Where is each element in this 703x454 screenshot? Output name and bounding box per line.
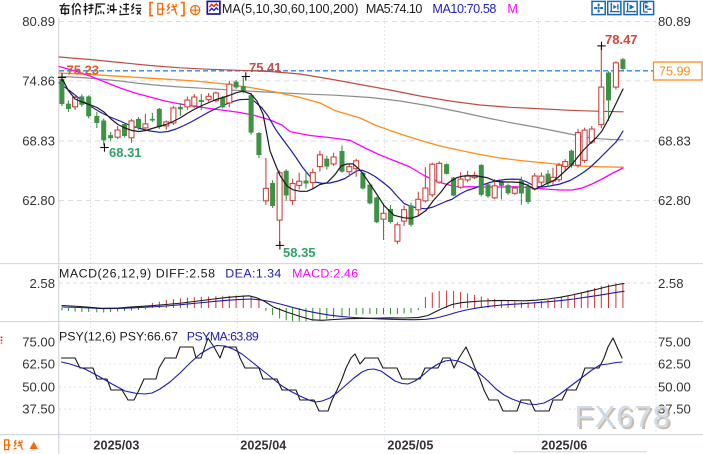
svg-text:MA5:74.10: MA5:74.10 (366, 2, 423, 16)
svg-text:62.50: 62.50 (22, 356, 55, 371)
svg-text:68.83: 68.83 (658, 133, 691, 148)
svg-text:62.80: 62.80 (658, 193, 691, 208)
svg-text:37.50: 37.50 (658, 402, 691, 417)
svg-text:50.00: 50.00 (22, 380, 55, 395)
svg-text:37.50: 37.50 (22, 402, 55, 417)
svg-text:80.89: 80.89 (22, 14, 55, 29)
svg-text:75.00: 75.00 (22, 334, 55, 349)
svg-text:FX678: FX678 (575, 399, 675, 434)
svg-text:2025/04: 2025/04 (240, 439, 286, 453)
svg-text:68.31: 68.31 (109, 145, 142, 160)
svg-text:PSYMA:63.89: PSYMA:63.89 (187, 330, 259, 344)
svg-text:M: M (507, 2, 518, 16)
svg-text:62.50: 62.50 (658, 356, 691, 371)
svg-text:2025/06: 2025/06 (541, 439, 587, 453)
svg-text:DEA:1.34: DEA:1.34 (225, 267, 281, 281)
svg-text:75.00: 75.00 (658, 334, 691, 349)
svg-text:MA10:70.58: MA10:70.58 (432, 2, 496, 16)
svg-text:58.35: 58.35 (283, 245, 316, 260)
svg-text:62.80: 62.80 (22, 193, 55, 208)
svg-text:78.47: 78.47 (605, 32, 638, 47)
svg-text:75.23: 75.23 (67, 63, 100, 78)
svg-text:75.99: 75.99 (659, 65, 691, 79)
svg-text:80.89: 80.89 (658, 14, 691, 29)
svg-text:2.58: 2.58 (30, 276, 55, 291)
svg-text:2025/05: 2025/05 (387, 439, 433, 453)
svg-text:2025/03: 2025/03 (93, 439, 139, 453)
svg-text:75.41: 75.41 (249, 60, 282, 75)
svg-text:74.86: 74.86 (22, 73, 55, 88)
svg-text:PSY(12,6) PSY:66.67: PSY(12,6) PSY:66.67 (59, 330, 178, 344)
svg-text:50.00: 50.00 (658, 380, 691, 395)
svg-text:MACD:2.46: MACD:2.46 (292, 267, 358, 281)
svg-text:MACD(26,12,9) DIFF:2.58: MACD(26,12,9) DIFF:2.58 (59, 267, 215, 281)
svg-text:MA(5,10,30,60,100,200): MA(5,10,30,60,100,200) (222, 2, 359, 16)
svg-text:2.58: 2.58 (658, 276, 683, 291)
svg-text:68.83: 68.83 (22, 133, 55, 148)
svg-text:FX678: FX678 (577, 401, 677, 436)
